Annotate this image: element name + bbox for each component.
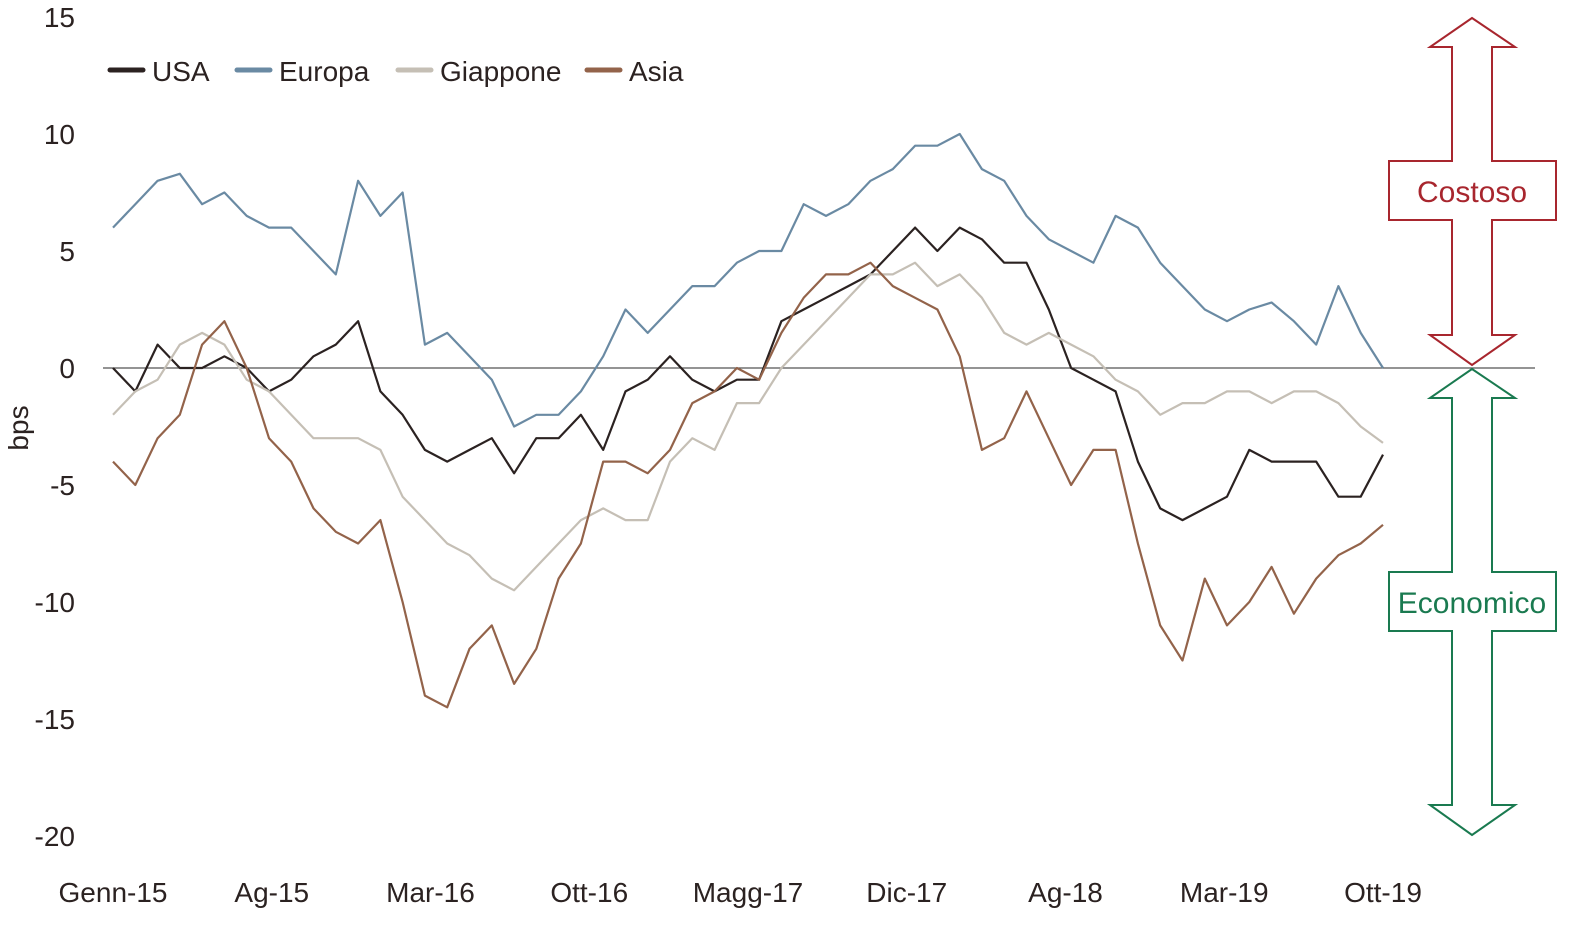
y-tick-label: 5 (59, 236, 75, 267)
series-line-asia (112, 261, 1384, 709)
series-line-giappone (112, 261, 1384, 592)
x-axis: Genn-15 Ag-15 Mar-16 Ott-16 Magg-17 Dic-17 Ag-… (59, 877, 1422, 908)
series-line-europa (112, 132, 1384, 428)
x-tick-label: Dic-17 (866, 877, 947, 908)
economico-arrow-shape (1388, 367, 1557, 837)
y-tick-label: -15 (35, 704, 75, 735)
legend: USA Europa Giappone Asia (107, 56, 684, 87)
y-tick-label: 10 (44, 119, 75, 150)
economico-label: Economico (1398, 587, 1546, 620)
y-tick-label: -20 (35, 821, 75, 852)
y-axis: 15 10 5 0 -5 -10 -15 -20 (35, 2, 75, 852)
legend-label: Europa (279, 56, 370, 87)
y-tick-label: -5 (50, 470, 75, 501)
legend-label: Asia (629, 56, 684, 87)
legend-label: USA (152, 56, 210, 87)
legend-label: Giappone (440, 56, 561, 87)
x-tick-label: Mar-16 (386, 877, 475, 908)
y-tick-label: -10 (35, 587, 75, 618)
series-line-usa (112, 226, 1384, 522)
economico-arrow (1388, 367, 1557, 837)
costoso-arrow-shape (1388, 16, 1557, 367)
x-tick-label: Ag-15 (234, 877, 309, 908)
x-tick-label: Genn-15 (59, 877, 168, 908)
x-tick-label: Ott-19 (1344, 877, 1422, 908)
costoso-arrow (1388, 16, 1557, 367)
costoso-label: Costoso (1417, 176, 1527, 209)
y-axis-label: bps (3, 405, 34, 450)
y-tick-label: 15 (44, 2, 75, 33)
y-tick-label: 0 (59, 353, 75, 384)
series-lines (112, 132, 1384, 709)
x-tick-label: Ott-16 (550, 877, 628, 908)
x-tick-label: Ag-18 (1028, 877, 1103, 908)
x-tick-label: Magg-17 (693, 877, 804, 908)
x-tick-label: Mar-19 (1180, 877, 1269, 908)
